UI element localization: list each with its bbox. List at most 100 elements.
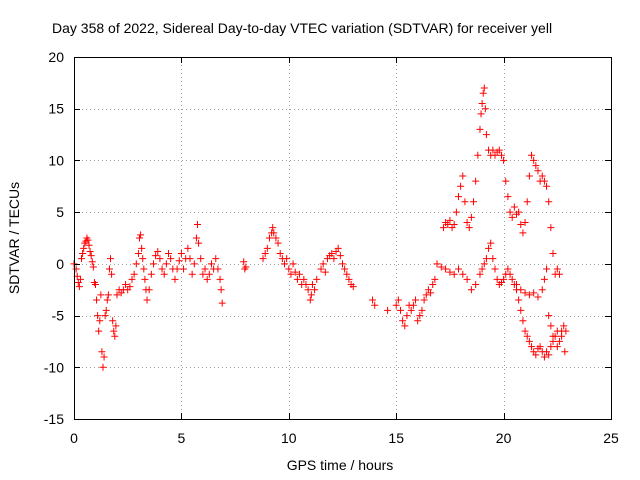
data-point [95,327,103,335]
data-point [192,234,200,242]
data-point [525,291,533,299]
data-point [341,265,349,273]
data-point [349,283,357,291]
data-point [272,234,280,242]
data-point [547,322,555,330]
data-point [534,293,542,301]
data-point [217,286,225,294]
data-point [130,270,138,278]
data-point [523,198,531,206]
data-point [558,332,566,340]
data-point [489,255,497,263]
data-point [538,172,546,180]
data-point [300,275,308,283]
data-point [420,296,428,304]
data-point [147,270,155,278]
data-point [96,317,104,325]
data-point [111,332,119,340]
x-tick-label: 25 [603,430,619,446]
data-point [549,250,557,258]
data-point [403,312,411,320]
data-point [113,291,121,299]
data-point [171,275,179,283]
data-point [276,250,284,258]
data-point [433,260,441,268]
data-point [429,281,437,289]
data-point [334,244,342,252]
data-point [112,322,120,330]
data-point [543,265,551,273]
data-point [126,283,134,291]
data-point [186,255,194,263]
data-point [463,218,471,226]
data-point [439,224,447,232]
data-point [149,260,157,268]
data-point [103,296,111,304]
data-point [270,229,278,237]
y-tick-label: 0 [56,256,64,272]
data-point [107,255,115,263]
data-point [345,275,353,283]
data-point [493,275,501,283]
data-point [547,343,555,351]
data-point [394,296,402,304]
data-point [454,193,462,201]
data-point [291,268,299,276]
data-point [108,270,116,278]
data-point [199,270,207,278]
y-tick-label: -10 [44,359,64,375]
data-point [218,299,226,307]
data-point [293,275,301,283]
data-point [500,156,508,164]
data-point [160,270,168,278]
data-point [536,343,544,351]
x-tick-label: 10 [281,430,297,446]
data-point [97,291,105,299]
data-point [500,275,508,283]
data-point [306,296,314,304]
data-point [437,263,445,271]
data-point [134,250,142,258]
data-point [562,327,570,335]
data-point [515,208,523,216]
data-point [482,255,490,263]
data-point [452,208,460,216]
data-point [470,198,478,206]
data-point [504,265,512,273]
data-point [240,258,248,266]
x-tick-label: 15 [388,430,404,446]
data-point [555,337,563,345]
data-point [136,234,144,242]
x-tick-label: 5 [178,430,186,446]
data-point [461,198,469,206]
data-point [384,306,392,314]
data-point [396,306,404,314]
data-point [105,265,113,273]
data-point [177,250,185,258]
data-point [214,265,222,273]
data-point [203,275,211,283]
data-point [510,203,518,211]
data-point [122,281,130,289]
data-point [538,286,546,294]
data-point [446,268,454,276]
data-point [207,260,215,268]
data-point [89,263,97,271]
data-point [242,263,250,271]
data-point [80,244,88,252]
data-point [132,260,140,268]
data-point [477,110,485,118]
data-point [481,105,489,113]
axis-ticks [74,57,612,420]
data-point [512,281,520,289]
y-tick-label: 20 [48,49,64,65]
data-point [76,275,84,283]
data-point [545,351,553,359]
data-point [79,250,87,258]
data-points [70,84,570,371]
data-point [188,270,196,278]
data-point [392,301,400,309]
data-point [259,255,267,263]
data-point [98,348,106,356]
